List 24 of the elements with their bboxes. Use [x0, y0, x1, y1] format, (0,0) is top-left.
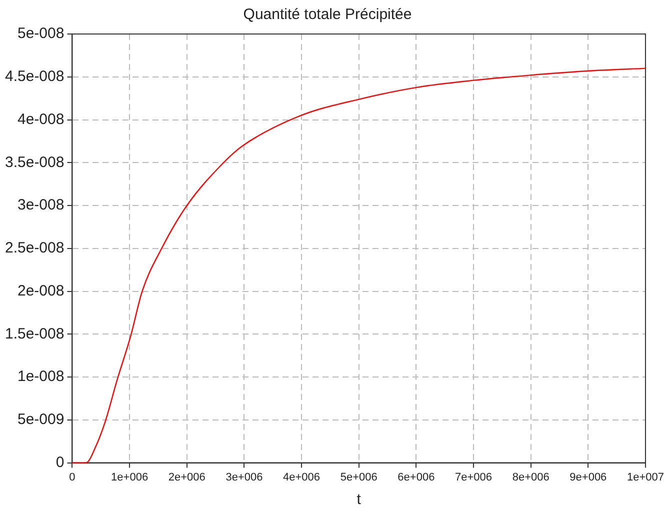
y-tick-label: 4e-008: [18, 110, 64, 128]
y-tick-label: 5e-009: [18, 411, 64, 428]
x-tick-label: 5e+006: [340, 471, 378, 484]
x-tick-label: 7e+006: [455, 471, 492, 484]
x-tick-label: 1e+006: [111, 471, 148, 484]
y-tick-label: 5e-008: [18, 25, 64, 42]
x-tick-label: 9e+006: [570, 471, 607, 484]
y-tick-label: 1e-008: [18, 368, 64, 386]
y-tick-label: 2.5e-008: [5, 240, 64, 257]
y-tick-label: 1.5e-008: [5, 325, 64, 342]
x-tick-label: 6e+006: [398, 471, 435, 484]
chart-title: Quantité totale Précipitée: [243, 6, 412, 24]
x-axis-title: t: [356, 491, 362, 508]
y-tick-label: 3e-008: [18, 196, 64, 214]
y-tick-label: 4.5e-008: [5, 68, 64, 86]
x-tick-label: 0: [69, 471, 76, 484]
y-tick-label: 0: [56, 454, 64, 471]
x-tick-label: 4e+006: [283, 471, 320, 484]
x-tick-label: 2e+006: [168, 471, 206, 484]
x-tick-label: 8e+006: [512, 471, 550, 484]
y-tick-label: 2e-008: [18, 282, 64, 300]
y-tick-label: 3.5e-008: [5, 154, 64, 171]
x-tick-label: 3e+006: [226, 471, 263, 484]
x-tick-label: 1e+007: [626, 471, 664, 484]
